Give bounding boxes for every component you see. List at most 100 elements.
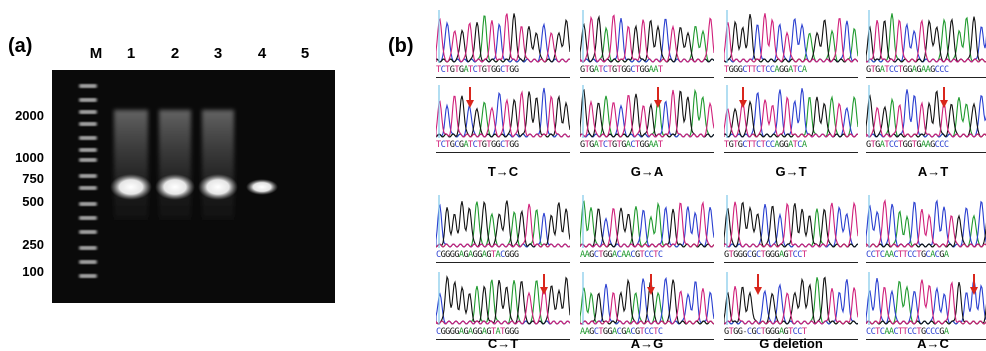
ladder-band <box>79 122 97 126</box>
trace-line-t <box>866 198 986 248</box>
mutation-label: G→A <box>630 164 664 179</box>
trace-line-t <box>580 14 714 63</box>
ladder-label-750: 750 <box>22 171 44 186</box>
ladder-band <box>79 148 97 152</box>
ladder-label-100: 100 <box>22 264 44 279</box>
mutation-label: A→C <box>917 336 949 351</box>
ladder-label-2000: 2000 <box>15 108 44 123</box>
trace-line-t <box>866 19 986 63</box>
lane-label-5: 5 <box>300 45 310 62</box>
chromatogram-trace <box>866 85 986 138</box>
trace-line-t <box>580 288 714 325</box>
pcr-product-band <box>246 179 278 195</box>
trace-line-g <box>724 201 858 248</box>
trace-line-g <box>866 89 986 138</box>
chromatogram-trace <box>724 10 858 63</box>
ladder-band <box>79 186 97 190</box>
mutation-arrow-icon <box>646 274 655 295</box>
chromatogram-trace <box>866 10 986 63</box>
ladder-band <box>79 158 97 162</box>
base-sequence: CGGGGAGAGGAGTATGGG <box>436 326 570 340</box>
trace-line-g <box>724 96 858 138</box>
mutation-label: C→T <box>487 336 519 351</box>
trace-line-t <box>724 286 858 325</box>
trace-line-t <box>436 203 570 248</box>
base-sequence: GTGGGCGCTGGGAGTCCT <box>724 249 858 263</box>
mutation-arrow-icon <box>753 274 762 295</box>
base-sequence: GTGG-CGCTGGGAGTCCT <box>724 326 858 340</box>
chromatogram-trace <box>580 272 714 325</box>
chromatogram-trace <box>724 85 858 138</box>
mutation-arrow-icon <box>940 87 949 108</box>
base-sequence: TCTGTGATCTGTGGCTGG <box>436 64 570 78</box>
base-sequence: GTGATCTGTGGCTGGAAT <box>580 64 714 78</box>
trace-line-t <box>724 13 858 63</box>
ladder-band <box>79 246 97 250</box>
trace-line-g <box>580 88 714 138</box>
ladder-band <box>79 260 97 264</box>
ladder-band <box>79 136 97 140</box>
ladder-band <box>79 174 97 178</box>
band-smear <box>202 110 234 220</box>
trace-line-t <box>866 279 986 325</box>
ladder-label-500: 500 <box>22 194 44 209</box>
trace-line-c <box>436 21 570 63</box>
ladder-band <box>79 84 97 88</box>
base-sequence: CCTCAACTTCCTGCCCGA <box>866 326 986 340</box>
lane-label-3: 3 <box>213 45 223 62</box>
lane-label-2: 2 <box>170 45 180 62</box>
trace-line-g <box>724 13 858 63</box>
trace-line-c <box>866 277 986 325</box>
ladder-label-250: 250 <box>22 237 44 252</box>
mutation-arrow-icon <box>539 274 548 295</box>
panel-b-label: (b) <box>388 35 414 57</box>
base-sequence: CGGGGAGAGGAGTACGGG <box>436 249 570 263</box>
mutation-label: A→T <box>917 164 949 179</box>
trace-line-c <box>436 87 570 138</box>
chromatogram-trace <box>436 195 570 248</box>
mutation-label: G→T <box>775 164 807 179</box>
trace-line-g <box>436 13 570 63</box>
trace-line-g <box>580 14 714 63</box>
trace-line-g <box>436 275 570 325</box>
base-sequence: TCTGCGATCTGTGGCTGG <box>436 139 570 153</box>
chromatogram-trace <box>436 85 570 138</box>
mutation-arrow-icon <box>465 87 474 108</box>
base-sequence: GTGATCTGTGACTGGAAT <box>580 139 714 153</box>
trace-line-t <box>866 101 986 138</box>
band-smear <box>159 110 191 220</box>
mutation-arrow-icon <box>969 274 978 295</box>
lane-label-4: 4 <box>257 45 267 62</box>
trace-line-g <box>866 214 986 248</box>
trace-line-g <box>436 200 570 248</box>
trace-line-c <box>580 276 714 325</box>
base-sequence: CCTCAACTTCCTGCACGA <box>866 249 986 263</box>
pcr-product-band <box>155 174 195 200</box>
panel-a-label: (a) <box>8 35 33 57</box>
trace-line-t <box>436 285 570 325</box>
mutation-arrow-icon <box>738 87 747 108</box>
chromatogram-trace <box>436 272 570 325</box>
ladder-band <box>79 274 97 278</box>
sample-bands <box>110 110 278 220</box>
trace-line-g <box>866 16 986 63</box>
base-sequence: GTGATCCTGGAGAAGCCC <box>866 64 986 78</box>
chromatogram-trace <box>580 10 714 63</box>
base-sequence: GTGATCCTGGTGAAGCCC <box>866 139 986 153</box>
dna-ladder-bands <box>79 84 97 278</box>
trace-line-g <box>436 91 570 138</box>
chromatogram-trace <box>724 272 858 325</box>
base-sequence: TGGGCTTCTCCAGGATCA <box>724 64 858 78</box>
agarose-gel-image <box>52 70 335 303</box>
trace-line-t <box>436 90 570 138</box>
mutation-label: T→C <box>487 164 519 179</box>
ladder-band <box>79 202 97 206</box>
pcr-product-band <box>198 174 238 200</box>
mutation-label: A→G <box>630 336 664 351</box>
band-smear <box>114 110 148 220</box>
pcr-product-band <box>110 174 152 200</box>
base-sequence: AAGCTGGACAACGTCCTC <box>580 249 714 263</box>
chromatogram-trace <box>580 195 714 248</box>
trace-line-t <box>580 200 714 248</box>
trace-line-g <box>724 276 858 325</box>
